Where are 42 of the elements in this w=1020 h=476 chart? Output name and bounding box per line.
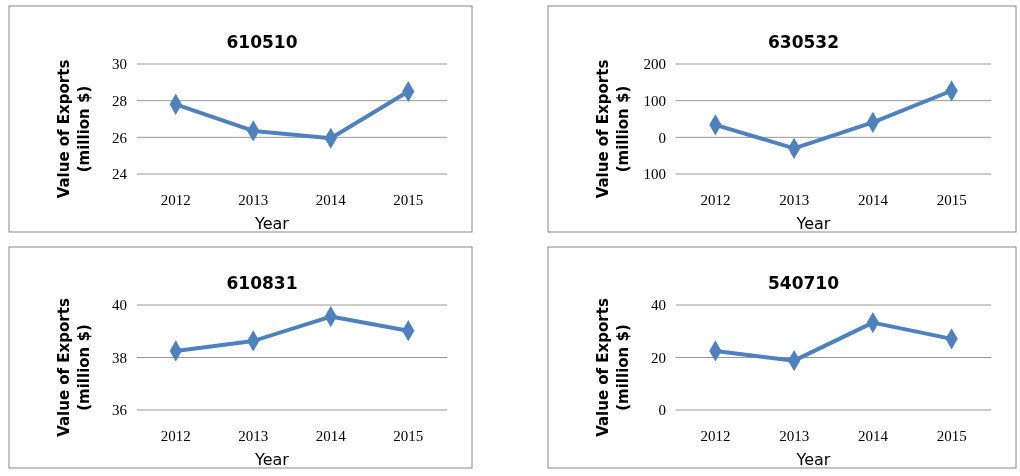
y-axis-title: Value of Exports (million $) [55,59,93,199]
x-tick-label: 2013 [238,191,269,208]
x-axis-title: Year [254,214,290,233]
y-axis-title: Value of Exports (million $) [594,59,632,199]
y-tick-label: 40 [112,297,127,314]
x-tick-label: 2014 [315,191,347,208]
x-tick-label: 2015 [393,191,424,208]
y-tick-label: 38 [112,349,127,366]
y-tick-label: 100 [643,92,666,109]
y-axis-title: Value of Exports (million $) [55,298,93,437]
y-tick-label: 36 [112,402,128,419]
x-tick-label: 2012 [700,191,731,208]
y-tick-label: 28 [112,92,127,109]
chart-title: 610510 [226,32,298,52]
y-tick-label: 40 [651,297,666,314]
y-tick-label: 30 [112,56,127,73]
x-tick-label: 2012 [160,191,191,208]
y-tick-label: 0 [658,402,666,419]
x-tick-label: 2013 [238,427,269,444]
x-tick-label: 2014 [857,191,889,208]
x-tick-label: 2015 [936,427,967,444]
x-tick-label: 2012 [160,427,191,444]
y-tick-label: 100 [643,166,666,183]
chart-title: 610831 [226,273,298,293]
y-tick-label: 200 [643,56,666,73]
x-tick-label: 2012 [700,427,731,444]
x-axis-title: Year [795,214,831,233]
y-tick-label: 20 [651,349,666,366]
x-axis-title: Year [795,450,831,469]
x-axis-title: Year [254,450,290,469]
x-tick-label: 2013 [779,427,810,444]
x-tick-label: 2014 [315,427,347,444]
x-tick-label: 2014 [857,427,889,444]
x-tick-label: 2013 [779,191,810,208]
x-tick-label: 2015 [936,191,967,208]
chart-title: 540710 [768,273,840,293]
y-tick-label: 0 [658,129,666,146]
x-tick-label: 2015 [393,427,424,444]
y-tick-label: 24 [112,166,128,183]
y-tick-label: 26 [112,129,128,146]
y-axis-title: Value of Exports (million $) [594,298,632,437]
chart-title: 630532 [768,32,839,52]
